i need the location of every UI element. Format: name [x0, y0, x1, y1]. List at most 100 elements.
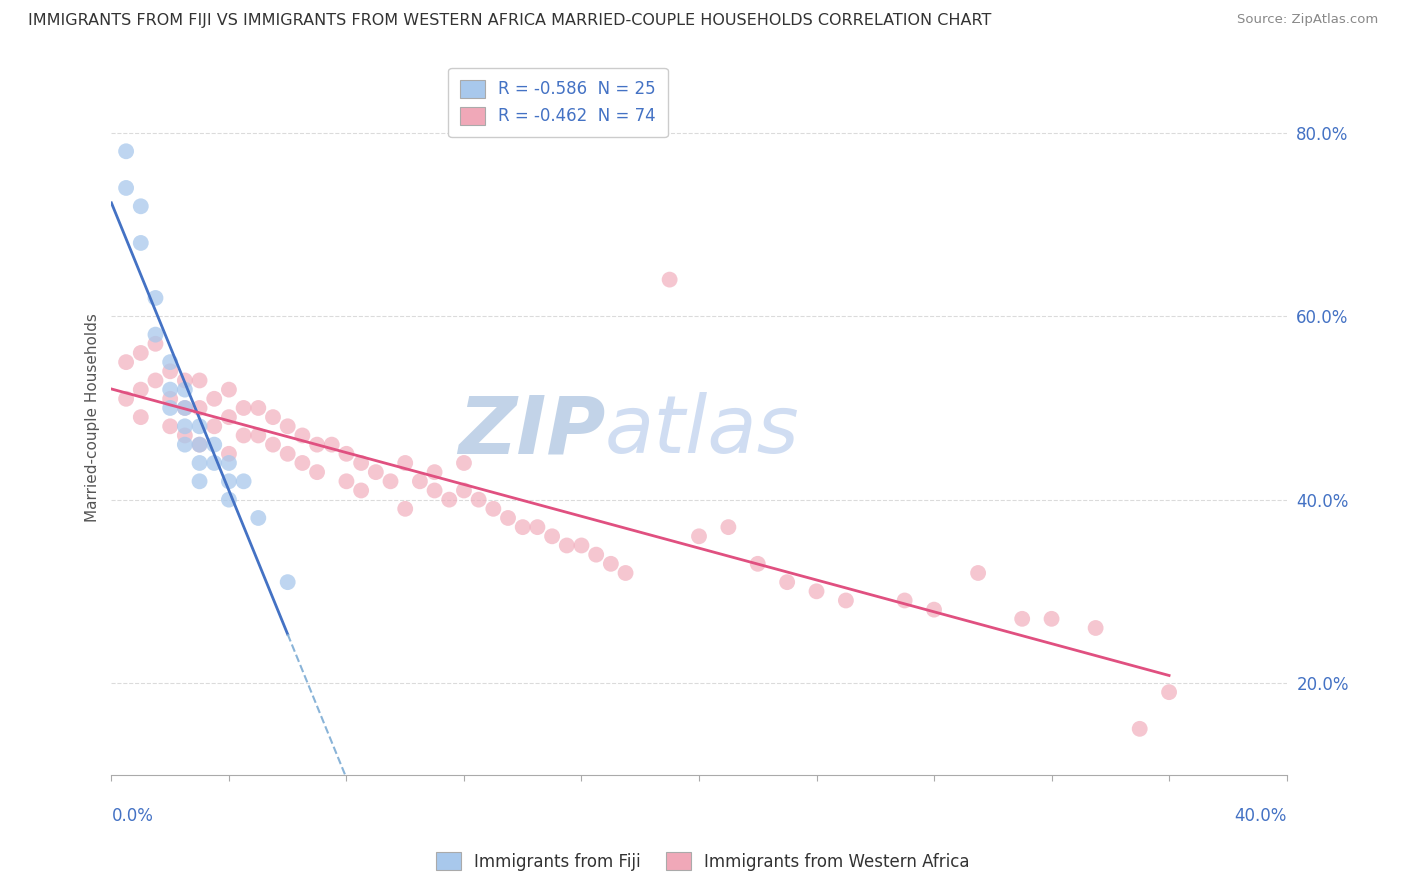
Point: [350, 483, 373, 498]
Point: [423, 465, 446, 479]
Point: [394, 456, 416, 470]
Text: 40.0%: 40.0%: [1234, 806, 1286, 825]
Point: [188, 374, 211, 388]
Point: [173, 437, 195, 451]
Legend: Immigrants from Fiji, Immigrants from Western Africa: Immigrants from Fiji, Immigrants from We…: [427, 844, 979, 880]
Point: [115, 145, 138, 159]
Point: [571, 539, 593, 553]
Point: [173, 374, 195, 388]
Point: [291, 456, 314, 470]
Point: [423, 483, 446, 498]
Point: [453, 456, 475, 470]
Point: [717, 520, 740, 534]
Point: [453, 483, 475, 498]
Point: [555, 539, 578, 553]
Point: [218, 410, 240, 425]
Point: [115, 355, 138, 369]
Point: [307, 465, 329, 479]
Point: [159, 355, 181, 369]
Point: [380, 475, 402, 489]
Point: [218, 447, 240, 461]
Point: [202, 392, 225, 406]
Point: [232, 475, 254, 489]
Point: [188, 437, 211, 451]
Point: [1084, 621, 1107, 635]
Point: [291, 428, 314, 442]
Text: atlas: atlas: [605, 392, 800, 470]
Point: [394, 501, 416, 516]
Point: [218, 475, 240, 489]
Text: IMMIGRANTS FROM FIJI VS IMMIGRANTS FROM WESTERN AFRICA MARRIED-COUPLE HOUSEHOLDS: IMMIGRANTS FROM FIJI VS IMMIGRANTS FROM …: [28, 13, 991, 29]
Point: [173, 419, 195, 434]
Text: ZIP: ZIP: [457, 392, 605, 470]
Point: [173, 383, 195, 397]
Legend: R = -0.586  N = 25, R = -0.462  N = 74: R = -0.586 N = 25, R = -0.462 N = 74: [449, 68, 668, 137]
Point: [277, 419, 299, 434]
Text: Source: ZipAtlas.com: Source: ZipAtlas.com: [1237, 13, 1378, 27]
Point: [232, 401, 254, 415]
Point: [835, 593, 858, 607]
Point: [658, 272, 681, 286]
Point: [277, 447, 299, 461]
Point: [129, 410, 152, 425]
Point: [188, 456, 211, 470]
Point: [188, 475, 211, 489]
Point: [129, 346, 152, 360]
Point: [350, 456, 373, 470]
Point: [541, 529, 564, 543]
Point: [526, 520, 548, 534]
Point: [173, 401, 195, 415]
Point: [893, 593, 915, 607]
Point: [806, 584, 828, 599]
Point: [145, 327, 167, 342]
Point: [335, 475, 357, 489]
Text: 0.0%: 0.0%: [111, 806, 153, 825]
Point: [159, 419, 181, 434]
Point: [232, 428, 254, 442]
Point: [439, 492, 461, 507]
Point: [321, 437, 343, 451]
Point: [262, 437, 284, 451]
Point: [247, 428, 270, 442]
Point: [1129, 722, 1152, 736]
Point: [585, 548, 607, 562]
Point: [218, 456, 240, 470]
Point: [409, 475, 432, 489]
Point: [159, 383, 181, 397]
Point: [145, 291, 167, 305]
Point: [307, 437, 329, 451]
Point: [188, 401, 211, 415]
Point: [159, 364, 181, 378]
Point: [599, 557, 621, 571]
Point: [159, 401, 181, 415]
Point: [202, 456, 225, 470]
Point: [129, 235, 152, 250]
Point: [335, 447, 357, 461]
Point: [1157, 685, 1180, 699]
Point: [129, 199, 152, 213]
Point: [202, 437, 225, 451]
Point: [145, 336, 167, 351]
Point: [776, 575, 799, 590]
Point: [159, 392, 181, 406]
Point: [482, 501, 505, 516]
Point: [688, 529, 710, 543]
Point: [188, 419, 211, 434]
Point: [218, 383, 240, 397]
Point: [496, 511, 519, 525]
Point: [129, 383, 152, 397]
Point: [218, 492, 240, 507]
Point: [467, 492, 489, 507]
Point: [247, 401, 270, 415]
Point: [614, 566, 637, 580]
Point: [1011, 612, 1033, 626]
Point: [173, 401, 195, 415]
Point: [173, 428, 195, 442]
Point: [364, 465, 387, 479]
Point: [115, 392, 138, 406]
Point: [277, 575, 299, 590]
Point: [747, 557, 769, 571]
Point: [512, 520, 534, 534]
Point: [145, 374, 167, 388]
Point: [967, 566, 990, 580]
